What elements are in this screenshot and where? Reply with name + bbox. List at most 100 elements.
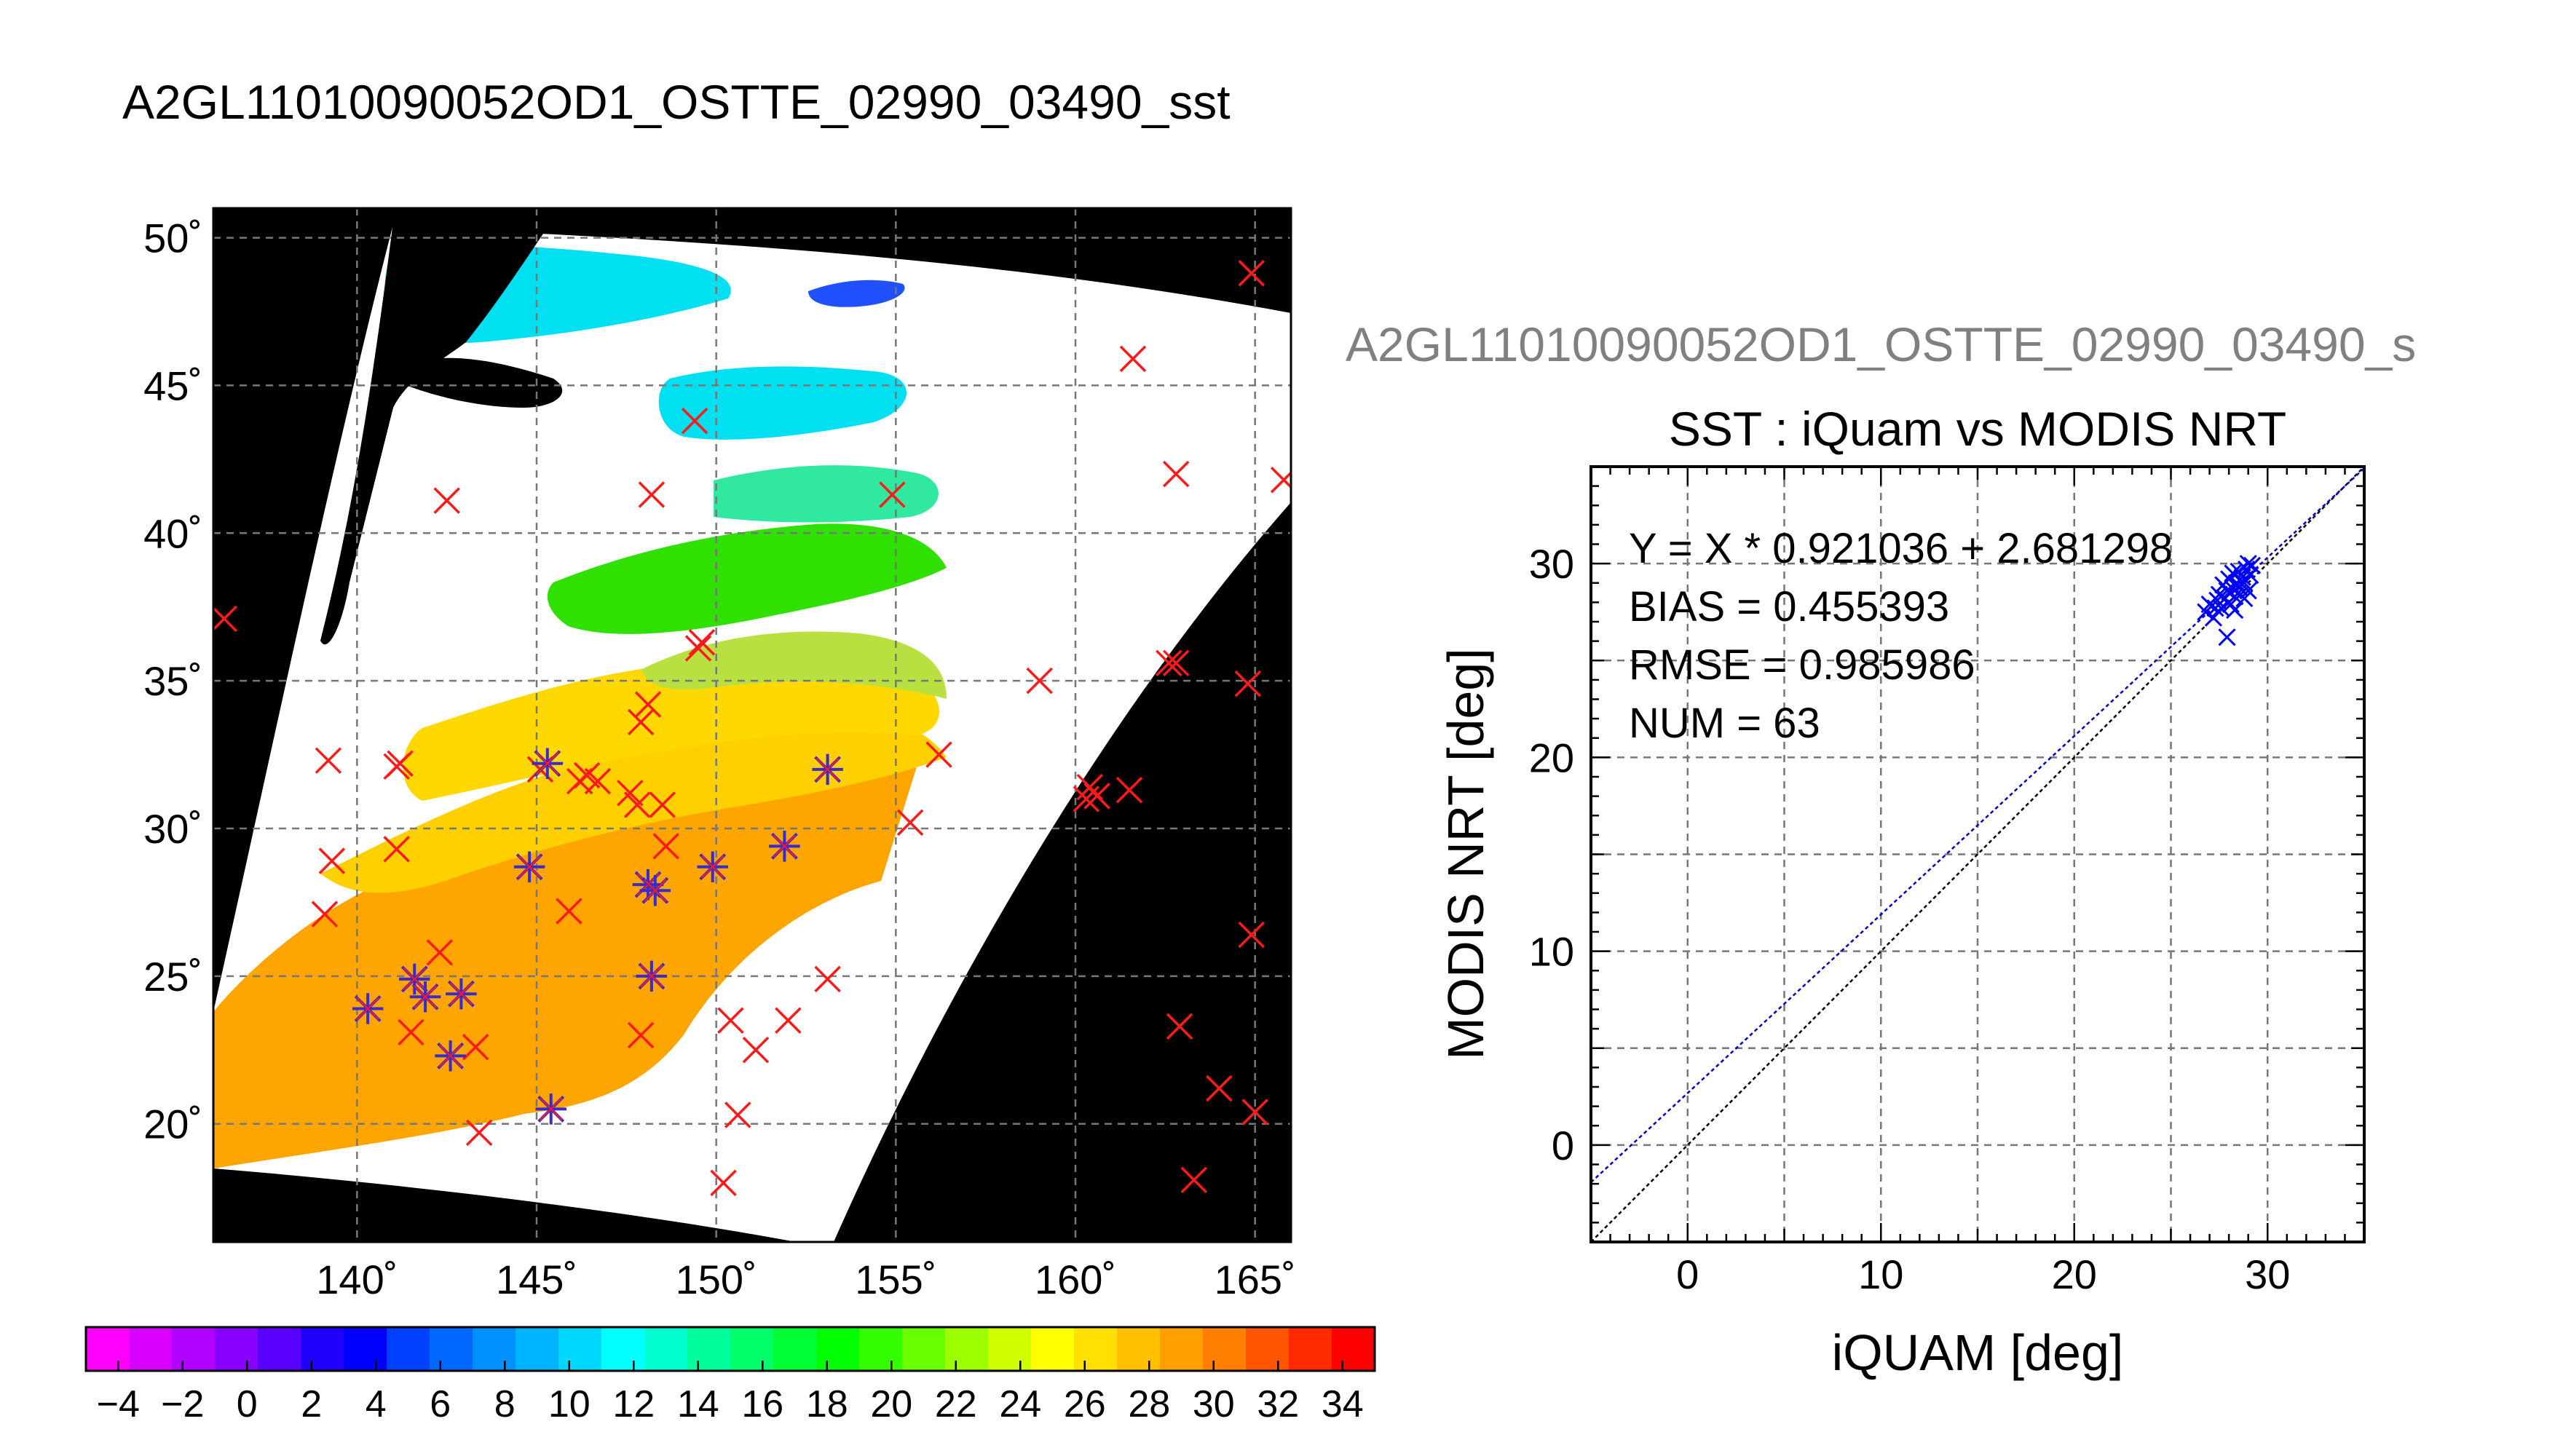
scatter-point [2220,593,2238,612]
matched-buoy-marker-outline [644,879,667,902]
colorbar-bin [1031,1327,1075,1371]
matched-buoy-marker-outline [414,985,437,1008]
colorbar-bin [601,1327,645,1371]
unmatched-buoy-marker [433,487,460,514]
map-x-ticks: 140˚ 145˚ 150˚ 155˚ 160˚ 165˚ [316,1257,1295,1302]
colorbar-ticks: −4 −2 0 2 4 6 8 10 12 14 16 18 20 22 24 26 28 30 32 34 [97,1361,1364,1425]
unmatched-buoy-marker [710,1169,737,1197]
unmatched-buoy-marker [1083,783,1110,810]
unmatched-buoy-marker [1238,260,1265,287]
unmatched-buoy-marker [1156,649,1182,677]
map-y-tick-label: 50˚ [143,215,202,261]
colorbar-bin [1160,1327,1204,1371]
colorbar-bin [473,1327,516,1371]
unmatched-buoy-marker [634,691,662,718]
unmatched-buoy-marker [1073,786,1100,812]
scatter-ticks: 0 10 20 30 0 10 20 30 [1529,465,2366,1297]
unmatched-buoy-marker [398,1018,424,1046]
map-frame [212,207,1292,1243]
colorbar-bin [258,1327,301,1371]
scatter-y-tick-label: 10 [1529,929,1574,975]
scatter-point [2243,556,2262,574]
colorbar-tick-label: 30 [1193,1383,1235,1425]
colorbar-tick-label: 2 [301,1383,322,1425]
colorbar-bin [859,1327,903,1371]
scatter-annotations: Y = X * 0.921036 + 2.681298 BIAS = 0.4553… [1629,525,2173,747]
colorbar-bin [301,1327,344,1371]
map-x-tick-label: 145˚ [496,1257,577,1302]
colorbar-tick-label: 20 [870,1383,912,1425]
regression-line [1591,467,2364,1184]
unmatched-buoy-marker [311,901,339,927]
japan-land [320,218,553,645]
unmatched-buoy-marker [1119,345,1147,373]
map-y-tick-label: 30˚ [143,806,202,852]
unmatched-buoy-marker [1238,921,1265,949]
scatter-stat-annotation: RMSE = 0.985986 [1629,641,1975,689]
matched-buoy-marker-outline [773,834,797,858]
unmatched-buoy-marker [775,1007,802,1034]
scatter-y-tick-label: 0 [1552,1123,1574,1168]
sst-zone-18 [547,523,947,634]
matched-buoy-marker-outline [356,997,379,1021]
colorbar-tick-label: 6 [430,1383,451,1425]
unmatched-buoy-marker [623,791,651,818]
colorbar-bin [730,1327,774,1371]
scatter-x-tick-label: 20 [2052,1251,2097,1297]
unmatched-buoy-marker [1241,1099,1268,1125]
unmatched-buoy-marker [1162,649,1190,677]
sst-zone-28 [320,720,947,893]
colorbar-bin [387,1327,430,1371]
scatter-title: SST : iQuam vs MODIS NRT [1669,402,2286,456]
unmatched-buoy-marker [652,833,679,860]
colorbar-bin [1289,1327,1332,1371]
scatter-stat-annotation: NUM = 63 [1629,700,1820,747]
colorbar-tick-label: 0 [237,1383,258,1425]
colorbar-bin [902,1327,946,1371]
unmatched-buoy-marker [688,629,716,656]
matched-buoy-marker-outline [816,758,840,781]
unmatched-buoy-marker [1166,1013,1193,1040]
map-x-tick-label: 150˚ [676,1257,757,1302]
colorbar-frame [84,1326,1376,1372]
colorbar-bin [773,1327,817,1371]
scatter-stat-annotation: BIAS = 0.455393 [1629,583,1949,630]
map-y-ticks: 20˚ 25˚ 30˚ 35˚ 40˚ 45˚ 50˚ [143,215,202,1147]
colorbar-tick-label: 12 [612,1383,655,1425]
unmatched-buoy-marker [1180,1166,1208,1194]
matched-buoy-marker-outline [438,1044,462,1068]
colorbar-tick-label: −4 [97,1383,140,1425]
unmatched-buoy-marker [742,1037,770,1064]
sst-zone-14 [714,465,939,523]
unmatched-buoy-marker [383,836,410,863]
matched-buoy-marker-outline [701,855,724,879]
unmatched-buoy-marker [896,809,924,836]
unmatched-buoy-marker [879,481,906,508]
unmatched-buoy-marker [617,780,644,807]
matched-buoy-marker-outline [518,855,541,879]
matched-buoy-marker-outline [403,968,426,991]
colorbar-bin [644,1327,688,1371]
unmatched-buoy-marker [315,747,342,774]
colorbar-tick-label: 34 [1322,1383,1364,1425]
colorbar-tick-label: 14 [677,1383,719,1425]
scatter-x-tick-label: 0 [1676,1251,1699,1297]
sst-map: 140˚ 145˚ 150˚ 155˚ 160˚ 165˚ 20˚ 25˚ 30˚ 35˚ 40˚… [143,207,1296,1302]
scatter-y-tick-label: 20 [1529,735,1574,780]
colorbar-bin [430,1327,473,1371]
unmatched-buoy-marker [556,898,583,925]
unmatched-buoy-marker [627,708,655,736]
colorbar-bin [687,1327,731,1371]
unmatched-buoy-marker [465,1119,493,1147]
colorbar-bin [945,1327,989,1371]
scatter-point [2235,589,2254,608]
colorbar-bin [172,1327,216,1371]
unmatched-buoy-marker [1206,1075,1233,1102]
colorbar-bin [988,1327,1032,1371]
colorbar-tick-label: 18 [806,1383,848,1425]
unmatched-buoy-marker [584,767,612,795]
unmatched-buoy-marker [925,741,952,768]
map-y-tick-label: 35˚ [143,658,202,704]
map-x-tick-label: 165˚ [1215,1257,1296,1302]
